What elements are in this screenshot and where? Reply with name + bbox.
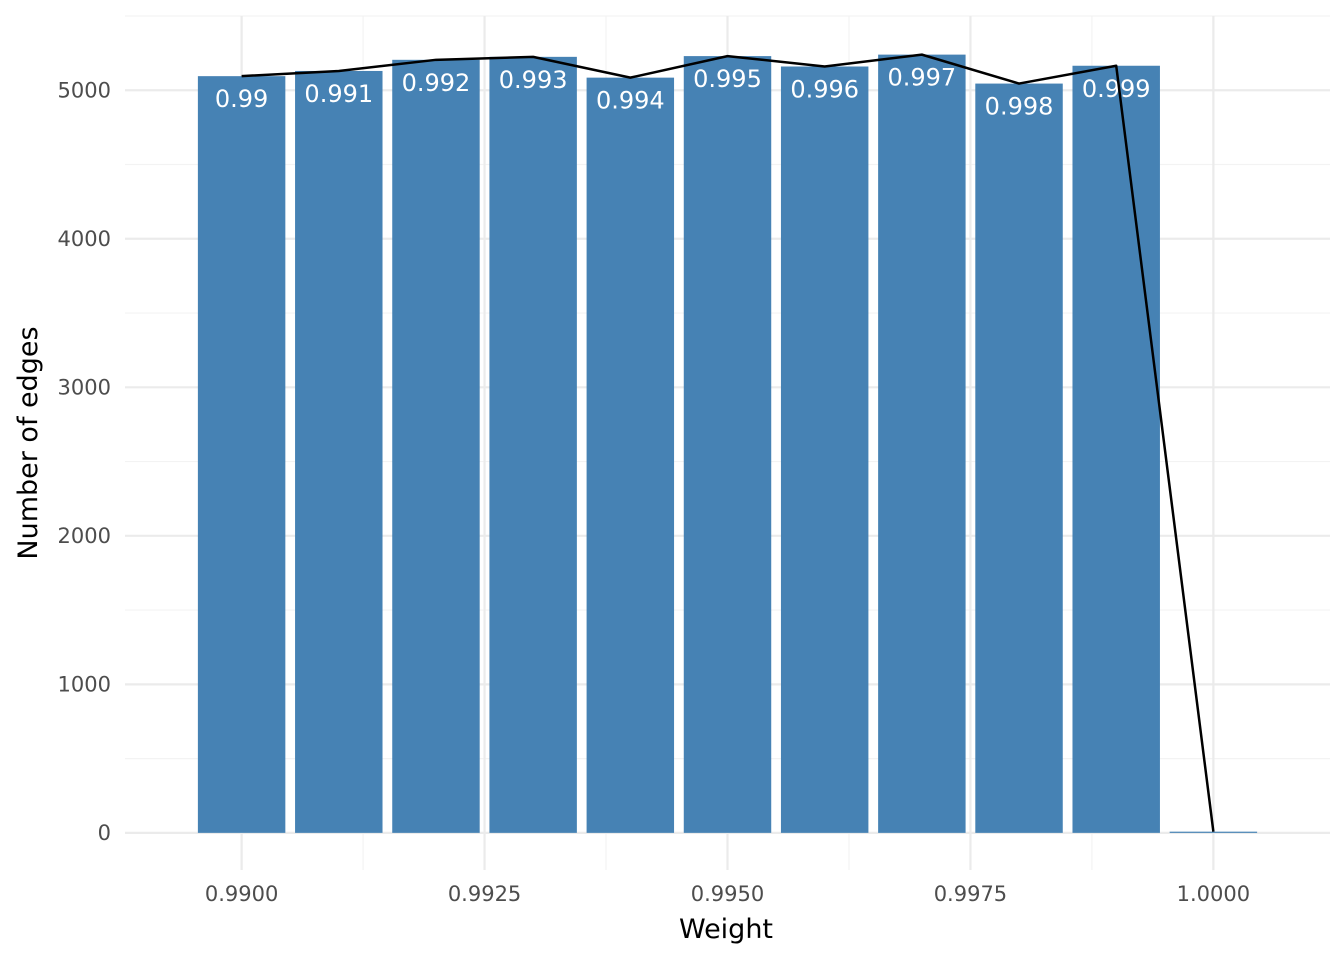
y-tick-label: 4000 bbox=[58, 227, 111, 251]
trend-line bbox=[241, 53, 1215, 832]
x-tick-label: 0.9925 bbox=[448, 882, 521, 906]
x-tick-label: 0.9950 bbox=[691, 882, 764, 906]
y-tick-label: 3000 bbox=[58, 375, 111, 399]
y-tick-label: 0 bbox=[98, 821, 111, 845]
bar-value-label: 0.998 bbox=[985, 93, 1054, 121]
bar-value-label: 0.996 bbox=[790, 75, 859, 103]
bar bbox=[1072, 65, 1160, 833]
y-axis-tick-labels: 0 1000 2000 3000 4000 5000 bbox=[58, 78, 111, 845]
y-tick-label: 5000 bbox=[58, 78, 111, 102]
bar bbox=[489, 56, 577, 833]
bar-value-label: 0.99 bbox=[215, 85, 268, 113]
y-axis-title: Number of edges bbox=[13, 326, 44, 559]
y-tick-label: 2000 bbox=[58, 524, 111, 548]
bar-value-label: 0.995 bbox=[693, 65, 762, 93]
bar bbox=[780, 66, 869, 833]
bar bbox=[975, 83, 1063, 833]
bar bbox=[1169, 831, 1258, 833]
y-tick-label: 1000 bbox=[58, 672, 111, 696]
bar bbox=[392, 59, 480, 833]
bar-value-label: 0.993 bbox=[499, 66, 568, 94]
bar bbox=[295, 70, 383, 833]
x-axis-title: Weight bbox=[679, 914, 773, 945]
trend-line-layer bbox=[241, 53, 1215, 832]
bars bbox=[197, 54, 1258, 833]
x-tick-label: 1.0000 bbox=[1177, 882, 1250, 906]
bar bbox=[586, 77, 675, 833]
bar bbox=[683, 56, 772, 833]
x-tick-label: 0.9975 bbox=[934, 882, 1007, 906]
bar-value-label: 0.997 bbox=[887, 64, 956, 92]
bar bbox=[197, 76, 286, 833]
bar-value-label: 0.991 bbox=[304, 80, 373, 108]
bar-labels: 0.99 0.991 0.992 0.993 0.994 0.995 0.996 0.997 0… bbox=[215, 64, 1151, 121]
bar bbox=[878, 54, 966, 833]
bar-value-label: 0.994 bbox=[596, 87, 665, 115]
x-tick-label: 0.9900 bbox=[205, 882, 278, 906]
bar-value-label: 0.992 bbox=[402, 69, 471, 97]
bar-value-label: 0.999 bbox=[1082, 75, 1151, 103]
x-axis-tick-labels: 0.9900 0.9925 0.9950 0.9975 1.0000 bbox=[205, 882, 1250, 906]
